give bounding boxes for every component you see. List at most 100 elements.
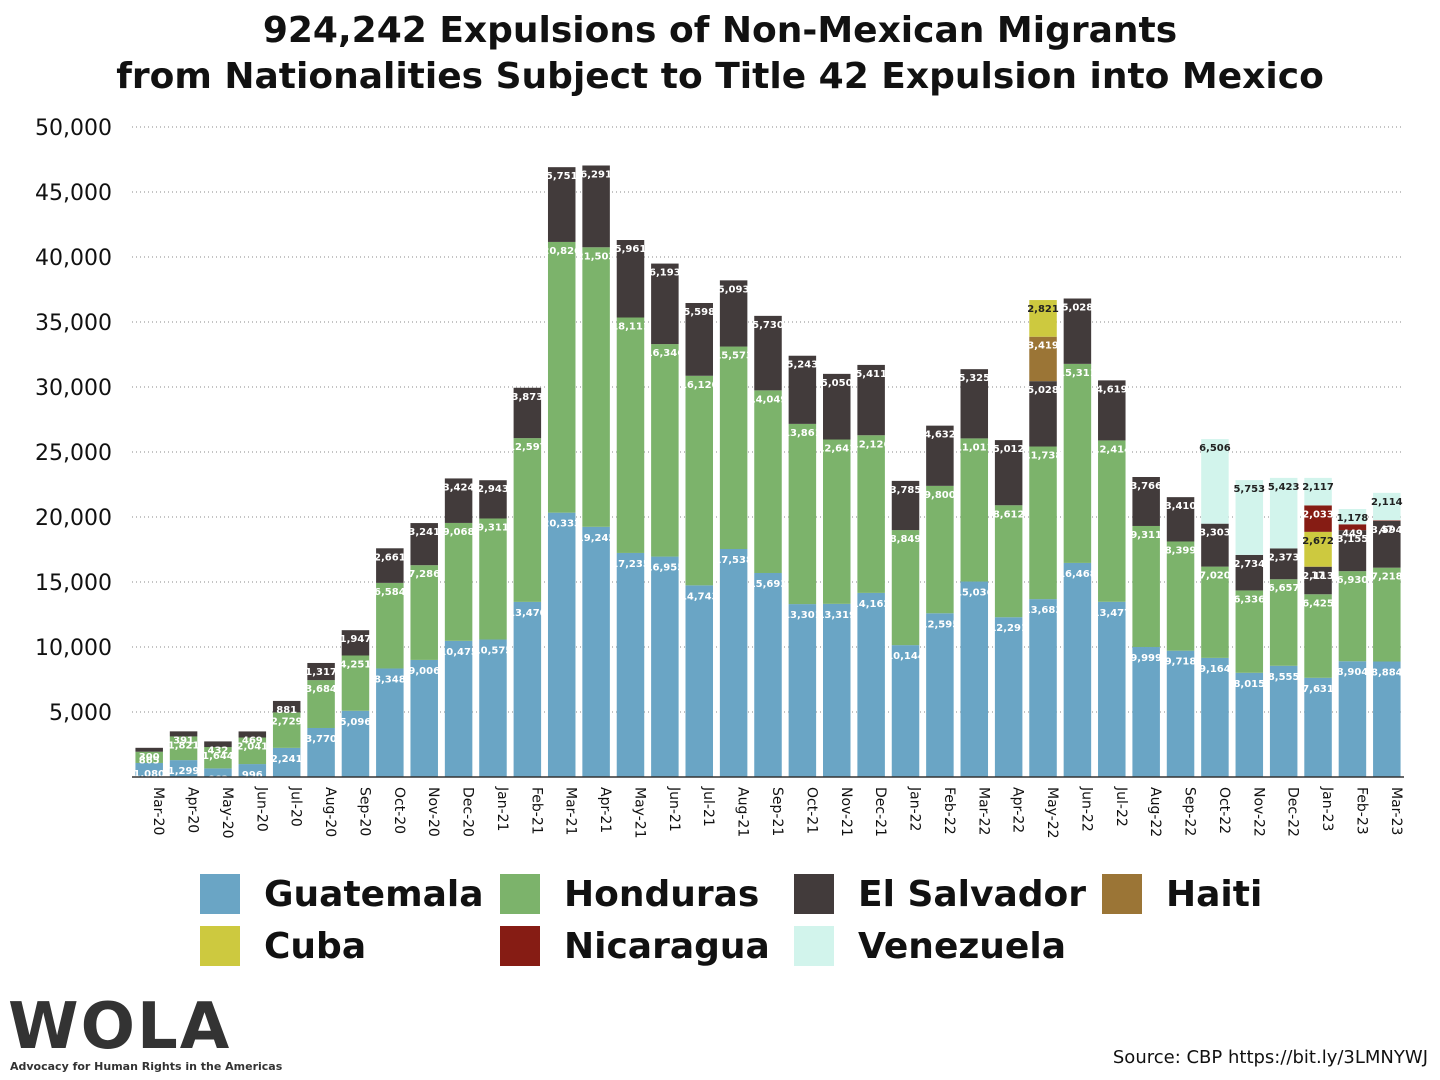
bar-value-label: 11,738	[1024, 451, 1063, 462]
bar-value-label: 6,930	[1337, 575, 1369, 586]
bar-segment-nicaragua	[1373, 520, 1401, 521]
bar-value-label: 3,419	[1027, 341, 1059, 352]
bar-segment-honduras	[376, 582, 404, 669]
x-tick-label: Jun-22	[1078, 786, 1094, 832]
bar-segment-guatemala	[307, 727, 335, 777]
bar-value-label: 3,410	[1165, 501, 1197, 512]
bar-segment-el-salvador	[238, 731, 267, 738]
bar-value-label: 2,033	[1302, 509, 1334, 520]
bar-value-label: 8,904	[1337, 667, 1369, 678]
bar-stack: 17,538 15,573 5,093	[714, 280, 753, 777]
bar-value-label: 8,849	[890, 534, 922, 545]
x-tick-label: Nov-22	[1250, 787, 1266, 837]
bar-value-label: 12,126	[852, 439, 891, 450]
bar-segment-el-salvador	[1235, 554, 1264, 591]
legend-item-venezuela: Venezuela	[794, 920, 1066, 972]
bar-segment-nicaragua	[1338, 524, 1367, 531]
bar-value-label: 6,584	[374, 587, 406, 598]
x-tick-label: Sep-22	[1182, 787, 1198, 836]
bar-value-label: 9,311	[1130, 530, 1162, 541]
bar-value-label: 5,598	[683, 307, 715, 318]
legend-label: Honduras	[564, 873, 760, 915]
x-tick-label: Dec-21	[872, 787, 888, 837]
bar-stack: 12,291 8,612 5,012	[989, 440, 1028, 777]
bar-value-label: 2,117	[1302, 482, 1334, 493]
bar-stack: 15,036 11,011 5,325	[955, 369, 994, 777]
bar-segment-el-salvador	[582, 165, 610, 248]
bar-value-label: 15,693	[749, 579, 788, 590]
x-tick-label: May-21	[631, 787, 647, 839]
bar-segment-el-salvador	[341, 630, 370, 656]
bar-segment-guatemala	[547, 512, 576, 777]
bar-segment-el-salvador	[169, 731, 198, 737]
bar-segment-guatemala	[1304, 677, 1332, 777]
x-tick-label: Feb-23	[1353, 787, 1369, 835]
bar-value-label: 5,028	[1062, 303, 1094, 314]
legend-item-honduras: Honduras	[500, 868, 759, 920]
bar-segment-el-salvador	[1063, 298, 1092, 364]
bar-segment-venezuela	[1338, 508, 1367, 525]
legend-item-nicaragua: Nicaragua	[500, 920, 770, 972]
bar-segment-el-salvador	[376, 548, 404, 583]
bar-segment-guatemala	[376, 668, 404, 777]
y-tick-label: 35,000	[35, 311, 112, 336]
bar-value-label: 5,325	[958, 373, 990, 384]
bar-value-label: 2,373	[1268, 552, 1300, 563]
bar-value-label: 16,120	[680, 380, 719, 391]
y-tick-label: 10,000	[35, 636, 112, 661]
bar-segment-guatemala	[1098, 601, 1126, 777]
bar-value-label: 13,861	[783, 428, 822, 439]
bar-value-label: 8,399	[1165, 545, 1197, 556]
bar-stack: 10,144 8,849 3,785	[886, 480, 925, 777]
bar-value-label: 6,425	[1302, 598, 1334, 609]
legend-swatch	[200, 874, 240, 914]
legend-label: Nicaragua	[564, 925, 770, 967]
bar-value-label: 3,785	[890, 485, 922, 496]
x-tick-label: Aug-20	[322, 787, 338, 837]
bar-stack: 9,164 7,020 3,303 6,506	[1199, 439, 1231, 777]
bar-segment-venezuela	[1269, 477, 1298, 549]
bar-stack: 10,575 9,311 2,943	[474, 480, 512, 777]
bar-segment-honduras	[823, 439, 851, 604]
bar-value-label: 2,113	[1302, 571, 1334, 582]
bar-segment-haiti	[1029, 336, 1057, 382]
x-tick-label: Feb-22	[941, 787, 957, 835]
bar-value-label: 13,477	[1092, 608, 1131, 619]
bar-value-label: 13,470	[508, 608, 547, 619]
bar-value-label: 3,684	[305, 684, 337, 695]
stacked-bar-chart: 5,000 10,000 15,000 20,000 25,000 30,000 35,00…	[35, 116, 1404, 839]
legend-swatch	[500, 874, 540, 914]
bar-segment-el-salvador	[479, 480, 507, 519]
bar-value-label: 2,241	[271, 754, 303, 765]
x-tick-label: Jan-22	[907, 786, 923, 831]
bar-value-label: 9,999	[1130, 653, 1162, 664]
x-tick-label: Aug-21	[735, 787, 751, 837]
legend-label: Cuba	[264, 925, 367, 967]
bar-value-label: 1,080	[133, 769, 165, 780]
bar-segment-venezuela	[1201, 439, 1229, 524]
bar-value-label: 2,729	[271, 716, 303, 727]
legend-item-haiti: Haiti	[1102, 868, 1262, 920]
bar-segment-honduras	[926, 485, 954, 614]
y-tick-label: 20,000	[35, 506, 112, 531]
x-tick-label: Jul-21	[700, 786, 716, 827]
bar-value-label: 449	[1342, 528, 1363, 539]
bar-stack: 13,683 11,738 5,028 3,419 2,821	[1024, 300, 1063, 777]
bar-segment-guatemala	[1235, 672, 1264, 777]
bar-segment-guatemala	[444, 640, 473, 777]
bar-value-label: 13,301	[783, 610, 822, 621]
bar-segment-el-salvador	[616, 240, 645, 318]
bar-segment-guatemala	[788, 604, 817, 777]
bar-value-label: 4,251	[340, 659, 372, 670]
bar-segment-el-salvador	[1166, 497, 1195, 542]
x-tick-label: Oct-22	[1216, 787, 1232, 834]
bar-value-label: 14,743	[680, 591, 719, 602]
bar-value-label: 2,114	[1371, 497, 1403, 508]
bar-value-label: 9,068	[443, 527, 475, 538]
bar-value-label: 469	[242, 735, 263, 746]
logo-wordmark: WOLA	[8, 990, 232, 1064]
bar-value-label: 1,317	[305, 667, 337, 678]
bar-segment-el-salvador	[960, 369, 989, 439]
y-tick-label: 30,000	[35, 376, 112, 401]
